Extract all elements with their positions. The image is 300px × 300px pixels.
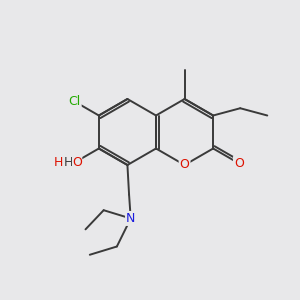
Text: O: O [72,156,82,169]
Text: N: N [126,212,135,225]
Text: Cl: Cl [68,95,81,108]
Text: H: H [64,156,73,169]
Text: O: O [234,157,244,170]
Text: HO: HO [54,156,73,169]
Text: O: O [180,158,190,172]
